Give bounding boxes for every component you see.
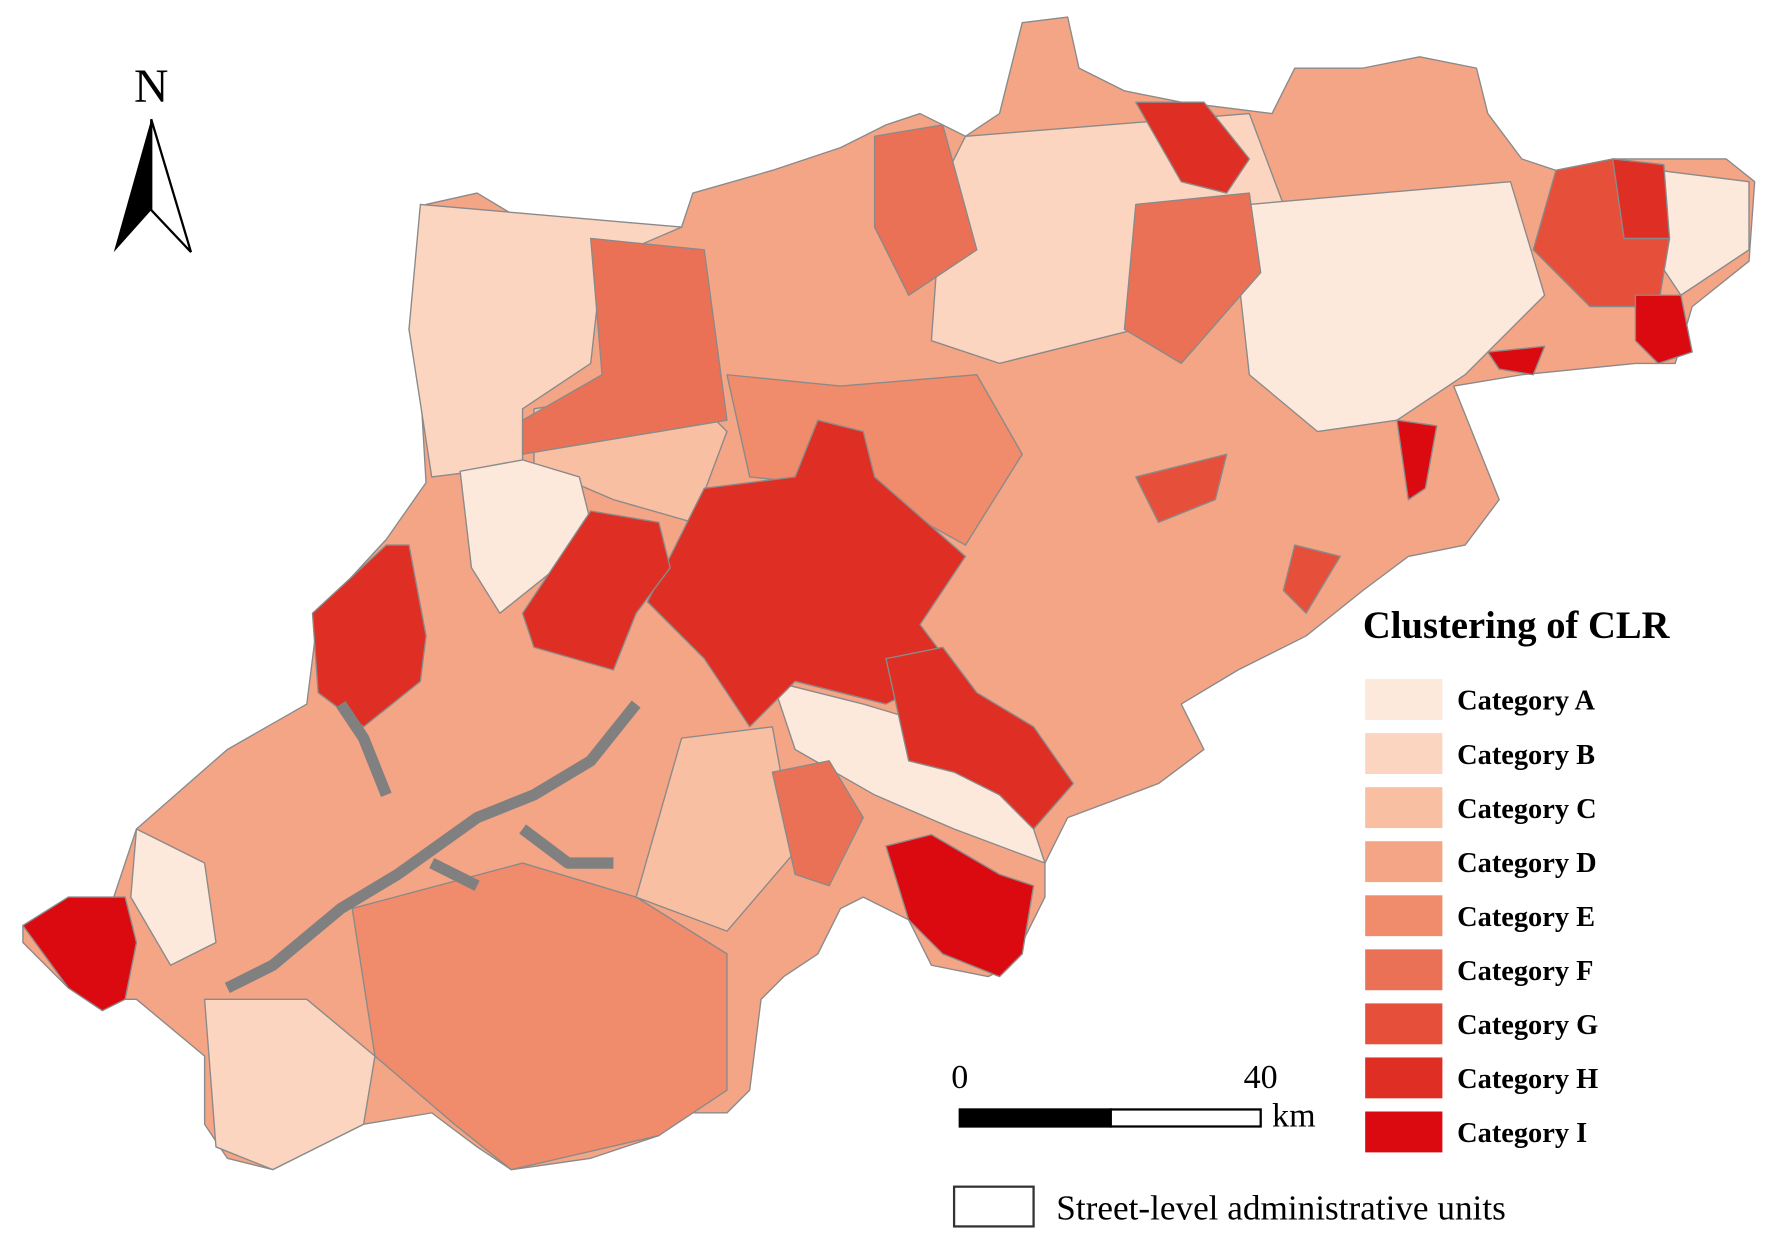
legend-label: Category G	[1457, 1010, 1598, 1041]
north-arrow	[113, 119, 152, 253]
region-layer	[22, 16, 1756, 1171]
north-arrow	[150, 118, 193, 253]
region	[203, 998, 376, 1171]
region	[1282, 544, 1341, 614]
region	[1657, 169, 1750, 296]
region	[130, 828, 217, 966]
region	[726, 374, 1023, 546]
legend-label: Category C	[1457, 794, 1596, 825]
scale-end: 40	[1244, 1059, 1278, 1096]
legend-label: Category F	[1457, 956, 1593, 987]
legend-label: Category H	[1457, 1064, 1598, 1095]
legend-swatch	[1365, 679, 1443, 720]
region	[1123, 192, 1262, 365]
scale-unit: km	[1272, 1097, 1316, 1134]
region	[1487, 345, 1546, 376]
region	[521, 510, 671, 671]
legend-swatch	[1365, 1003, 1443, 1045]
region	[1396, 419, 1438, 501]
boundary-label: Street-level administrative units	[1056, 1189, 1505, 1228]
region	[351, 862, 728, 1171]
region	[1135, 453, 1228, 524]
region	[408, 203, 683, 478]
north-label: N	[134, 61, 168, 113]
legend-swatch	[1365, 949, 1443, 991]
region	[1612, 158, 1671, 240]
legend: Category A Category B Category C Category D…	[1365, 679, 1598, 1153]
region	[1634, 294, 1693, 365]
legend-swatch	[1365, 733, 1443, 775]
legend-swatch	[1365, 1111, 1443, 1153]
region	[22, 896, 138, 1012]
reservoir	[224, 700, 641, 994]
legend-title: Clustering of CLR	[1363, 605, 1671, 647]
legend-label: Category D	[1457, 848, 1596, 879]
region	[771, 760, 864, 887]
legend-swatch	[1365, 1057, 1443, 1099]
legend-swatch	[1365, 841, 1443, 883]
boundary-swatch	[952, 1185, 1035, 1228]
region	[635, 726, 796, 932]
legend-label: Category E	[1457, 902, 1595, 933]
scale-bar	[1109, 1108, 1262, 1128]
region	[885, 646, 1075, 830]
region	[885, 833, 1035, 978]
scale-start: 0	[951, 1059, 968, 1096]
legend-label: Category A	[1457, 686, 1595, 717]
region	[1237, 181, 1546, 433]
region	[646, 419, 967, 728]
legend-label: Category I	[1457, 1118, 1587, 1149]
region	[521, 237, 728, 455]
region	[873, 124, 978, 296]
legend-label: Category B	[1457, 740, 1595, 771]
legend-swatch	[1365, 895, 1443, 937]
region	[1135, 101, 1251, 194]
legend-swatch	[1365, 787, 1443, 829]
scale-bar	[958, 1108, 1112, 1128]
region	[311, 544, 427, 728]
